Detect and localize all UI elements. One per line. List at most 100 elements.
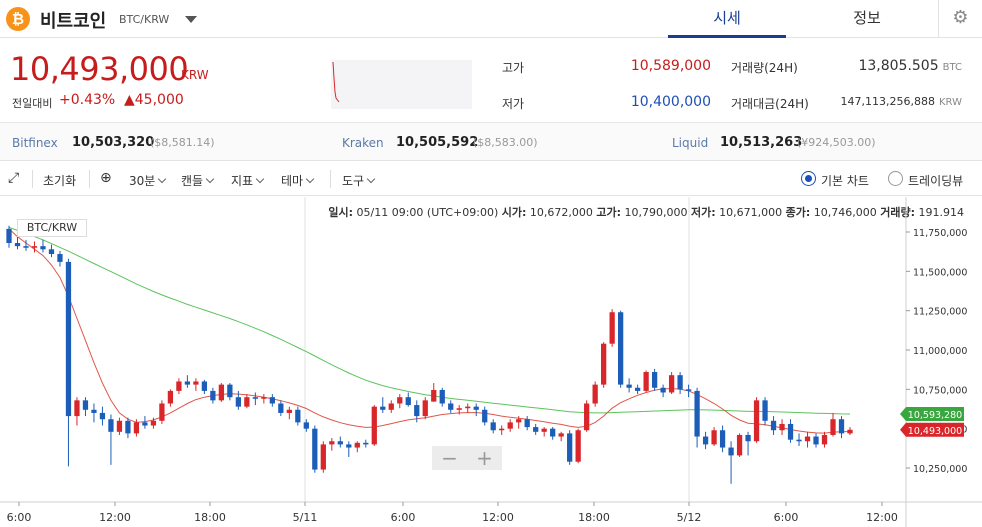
candle-body [371, 406, 377, 445]
zoom-in-button[interactable]: + [476, 446, 493, 470]
candle-body [363, 442, 369, 445]
tab-price[interactable]: 시세 [668, 0, 786, 38]
globe-icon[interactable]: ⊕ [100, 170, 112, 186]
candle-body [533, 427, 539, 432]
candle-body [405, 397, 411, 406]
price-badge-label: 10,593,280 [908, 410, 962, 421]
candle-body [159, 403, 165, 421]
candle-body [482, 409, 488, 423]
tools-dropdown[interactable]: 도구 [342, 172, 376, 189]
candle-body [99, 412, 106, 420]
candle-body [456, 408, 462, 410]
basic-chart-label[interactable]: 기본 차트 [821, 174, 869, 188]
candle-body [82, 400, 89, 410]
interval-dropdown[interactable]: 30분 [129, 172, 167, 189]
tradingview-radio[interactable] [888, 171, 903, 186]
ohlc-low-label: 저가: [690, 206, 716, 219]
candle-body [150, 420, 157, 426]
bitcoin-icon: ₿ [6, 7, 30, 31]
candle-body [176, 381, 182, 391]
candle-body [558, 433, 564, 437]
candle-body [329, 441, 335, 445]
low-value: 10,400,000 [630, 94, 711, 110]
divider [0, 122, 982, 123]
candle-body [414, 405, 420, 417]
candle-body [31, 246, 38, 248]
candle-body [346, 444, 352, 448]
exchange-name[interactable]: Kraken [342, 136, 384, 150]
candle-body [74, 400, 80, 417]
candle-body [184, 381, 191, 385]
candle-body [609, 312, 615, 344]
ohlc-close: 10,746,000 [813, 206, 877, 219]
candle-body [48, 249, 55, 255]
chevron-down-icon [205, 174, 215, 184]
reset-button[interactable]: 초기화 [43, 174, 77, 188]
candle-body [142, 422, 148, 426]
x-tick-label: 6:00 [774, 511, 799, 524]
moving-average-short [8, 228, 851, 434]
candle-body [618, 312, 624, 385]
exchange-name[interactable]: Liquid [672, 136, 709, 150]
gear-icon[interactable]: ⚙ [938, 0, 982, 38]
candle-body [235, 397, 241, 407]
candle-body [125, 420, 131, 434]
candle-body [252, 397, 258, 399]
candle-body [821, 434, 828, 445]
exchange-usd: ($8,581.14) [150, 136, 215, 149]
candle-body [745, 434, 751, 442]
price-chart[interactable]: 일시: 05/11 09:00 (UTC+09:00) 시가: 10,672,0… [0, 197, 982, 527]
candle-body [541, 428, 547, 432]
y-tick-label: 10,750,000 [913, 385, 967, 396]
tradingview-label[interactable]: 트레이딩뷰 [908, 174, 964, 188]
candle-body [719, 430, 726, 448]
candle-body [261, 397, 267, 399]
coin-pair[interactable]: BTC/KRW [119, 13, 170, 26]
volume-value: 13,805.505 BTC [800, 58, 962, 74]
tools-label: 도구 [342, 174, 365, 188]
candle-body [278, 403, 284, 413]
price-badge [900, 422, 964, 437]
caret-down-icon[interactable] [185, 16, 197, 23]
amount-number: 147,113,256,888 [840, 95, 935, 108]
zoom-out-button[interactable]: − [441, 446, 458, 470]
candlestick-chart[interactable]: 11,750,000 11,500,000 11,250,000 11,000,000… [0, 197, 982, 527]
exchange-name[interactable]: Bitfinex [12, 136, 58, 150]
chevron-down-icon [305, 174, 315, 184]
candle-body [91, 409, 97, 413]
amount-label: 거래대금(24H) [731, 97, 809, 111]
y-tick-label: 10,250,000 [913, 464, 967, 475]
candle-body [711, 430, 717, 445]
candle-body [6, 228, 12, 244]
candle-body [753, 400, 760, 442]
ohlc-volume: 191.914 [918, 206, 965, 219]
change-percent: +0.43% [59, 92, 116, 108]
change-label: 전일대비 [12, 97, 53, 110]
expand-icon[interactable]: ⤢ [8, 170, 20, 186]
candle-body [448, 403, 454, 410]
candle-body [14, 243, 21, 247]
exchange-usd: ($8,583.00) [473, 136, 538, 149]
chart-title: BTC/KRW [17, 219, 87, 237]
candle-body [286, 409, 292, 413]
indicator-dropdown[interactable]: 지표 [231, 172, 265, 189]
candle-dropdown[interactable]: 캔들 [181, 172, 215, 189]
candle-body [787, 423, 794, 440]
candle-body [651, 372, 658, 388]
candle-body [465, 406, 471, 409]
coin-name: 비트코인 [40, 11, 107, 32]
basic-chart-radio[interactable] [801, 171, 816, 186]
theme-dropdown[interactable]: 테마 [281, 172, 315, 189]
exchange-usd: (¥924,503.00) [797, 136, 876, 149]
candle-body [770, 420, 777, 431]
tab-info[interactable]: 정보 [853, 9, 881, 27]
ohlc-date-label: 일시: [328, 206, 354, 219]
candle-body [668, 375, 675, 393]
candle-body [380, 406, 386, 410]
candle-body [57, 254, 63, 262]
candle-body [592, 384, 598, 404]
candle-body [193, 381, 199, 385]
change-amount: ▲45,000 [124, 92, 184, 108]
candle-body [550, 428, 556, 437]
candle-body [133, 422, 140, 434]
